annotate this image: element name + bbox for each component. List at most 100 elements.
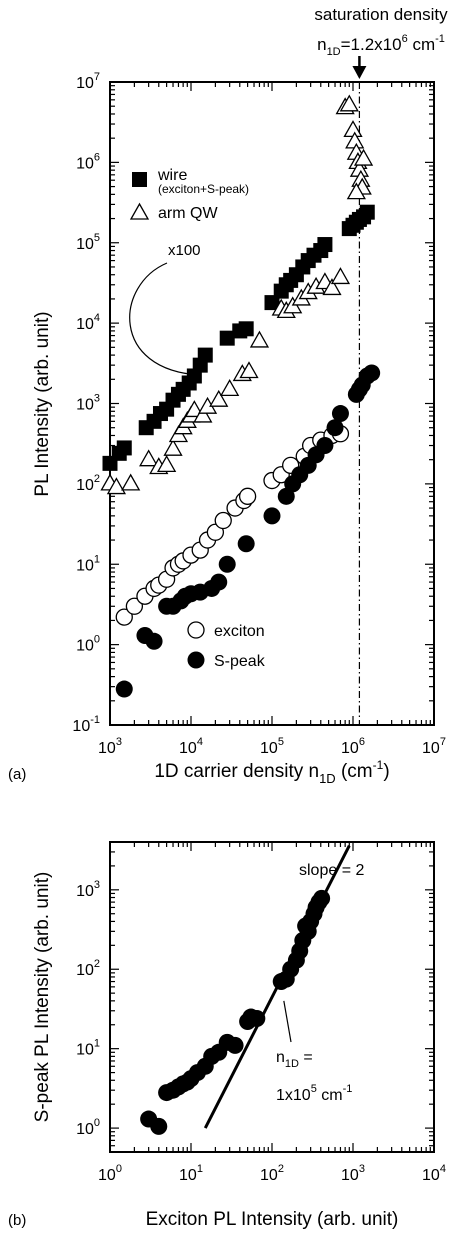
panel-b-x-tick-label: 104: [422, 1163, 446, 1184]
legend-wire-marker: [132, 172, 147, 187]
slope-label: slope = 2: [299, 862, 364, 879]
point-s-peak-vs-exciton: [313, 889, 331, 907]
panel-b-y-tick-label: 103: [76, 879, 100, 900]
panel-a-y-tick-label: 103: [76, 393, 100, 414]
panel-b-x-tick-label: 102: [260, 1163, 284, 1184]
saturation-formula: n1D=1.2x106 cm-1: [317, 33, 445, 58]
point-s-peak-vs-exciton: [226, 1036, 244, 1054]
point-s-peak: [316, 437, 334, 455]
point-exciton: [238, 487, 257, 505]
point-s-peak: [237, 535, 255, 553]
point-s-peak: [263, 507, 281, 525]
point-arm-qw: [353, 148, 374, 166]
density-note-line2: 1x105 cm-1: [276, 1083, 352, 1104]
point-s-peak: [115, 680, 133, 698]
point-wire: [197, 347, 213, 363]
point-wire: [359, 204, 375, 220]
legend-arm-qw-label: arm QW: [158, 205, 218, 222]
panel-a-y-tick-label: 106: [76, 151, 100, 172]
panel-b-x-tick-labels: 100 101 102 103 104: [98, 1163, 446, 1184]
legend-exciton-marker: [187, 621, 205, 639]
point-arm-qw: [330, 267, 351, 285]
point-exciton: [214, 511, 232, 530]
density-note-line1: n1D =: [276, 1049, 313, 1070]
panel-b-y-tick-label: 100: [76, 1117, 100, 1138]
legend-speak-label: S-peak: [214, 653, 266, 670]
point-wire: [317, 237, 333, 253]
point-arm-qw: [157, 455, 177, 473]
point-s-peak: [218, 555, 236, 573]
panel-b-x-tick-label: 100: [98, 1163, 122, 1184]
panel-a-y-tick-label: 100: [76, 634, 100, 655]
point-arm-qw: [346, 182, 366, 200]
panel-b: 100 101 102 103 104 100 101 102 103 slope = 2 n…: [8, 841, 446, 1230]
panel-a: 103 104 105 106 107 10-110010110210310410510…: [8, 5, 448, 786]
panel-b-tick-marks: [109, 841, 435, 1153]
point-arm-qw: [322, 278, 342, 296]
legend-speak-marker: [187, 651, 205, 669]
panel-b-label: (b): [8, 1212, 26, 1229]
panel-a-tick-marks: [109, 81, 435, 726]
point-s-peak: [210, 573, 228, 591]
legend-wire-arm: wire (exciton+S-peak) arm QW: [129, 167, 249, 222]
point-s-peak-vs-exciton: [248, 1009, 266, 1027]
point-wire: [116, 440, 132, 456]
point-wire: [238, 321, 254, 337]
panel-a-label: (a): [8, 766, 26, 783]
point-arm-qw: [163, 438, 183, 456]
saturation-arrow: [352, 56, 367, 79]
panel-a-y-tick-label: 105: [76, 232, 100, 253]
legend-wire-label: wire: [157, 167, 187, 184]
point-wire: [264, 295, 280, 311]
legend-wire-detail: (exciton+S-peak): [158, 182, 249, 196]
panel-a-x-tick-label: 106: [341, 736, 365, 757]
panel-b-x-tick-label: 103: [341, 1163, 365, 1184]
point-arm-qw: [249, 330, 270, 348]
point-exciton: [115, 608, 133, 626]
point-arm-qw: [239, 361, 259, 379]
point-arm-qw: [209, 389, 229, 407]
panel-b-y-tick-labels: 100 101 102 103: [76, 879, 100, 1138]
scale-note-x100: x100: [168, 242, 201, 259]
saturation-title: saturation density: [314, 5, 448, 24]
point-s-peak-vs-exciton: [150, 1117, 168, 1135]
panel-a-data-marks: [100, 94, 381, 698]
legend-exciton-speak: exciton S-peak: [187, 621, 266, 670]
point-arm-qw: [339, 94, 359, 112]
scale-note-bracket: [129, 262, 201, 376]
panel-a-y-tick-label: 107: [76, 71, 100, 92]
point-s-peak: [331, 405, 349, 423]
legend-arm-qw-marker: [129, 202, 150, 220]
density-note-pointer: [283, 1000, 292, 1043]
panel-b-x-tick-label: 101: [179, 1163, 203, 1184]
panel-a-x-tick-label: 107: [422, 736, 446, 757]
point-arm-qw: [139, 449, 159, 467]
panel-a-y-tick-labels: 10-1 100 101 102 103 104 105 106 107: [72, 71, 100, 735]
panel-a-y-tick-label: 102: [76, 473, 100, 494]
point-exciton: [125, 597, 144, 615]
panel-a-x-axis-label: 1D carrier density n1D (cm-1): [154, 758, 389, 786]
panel-a-y-tick-label: 101: [76, 553, 100, 574]
panel-b-y-tick-label: 101: [76, 1038, 100, 1059]
panel-a-x-tick-label: 103: [98, 736, 122, 757]
point-arm-qw: [193, 405, 213, 423]
panel-b-x-axis-label: Exciton PL Intensity (arb. unit): [146, 1209, 399, 1230]
panel-a-x-tick-label: 104: [179, 736, 203, 757]
panel-a-x-tick-labels: 103 104 105 106 107: [98, 736, 446, 757]
panel-a-y-axis-label: PL Intensity (arb. unit): [32, 311, 53, 496]
panel-b-data-marks: [140, 889, 331, 1135]
panel-b-y-axis-label: S-peak PL Intensity (arb. unit): [32, 872, 53, 1123]
point-arm-qw: [220, 379, 240, 396]
panel-a-y-tick-label: 10-1: [72, 714, 100, 735]
point-s-peak: [326, 419, 344, 437]
point-arm-qw: [106, 477, 127, 495]
panel-b-y-tick-label: 102: [76, 958, 100, 979]
point-s-peak: [363, 364, 381, 382]
panel-a-y-tick-label: 104: [76, 312, 100, 333]
point-s-peak: [145, 632, 163, 650]
point-wire: [219, 330, 235, 346]
legend-exciton-label: exciton: [214, 623, 265, 640]
point-arm-qw: [121, 473, 141, 491]
panel-a-x-tick-label: 105: [260, 736, 284, 757]
